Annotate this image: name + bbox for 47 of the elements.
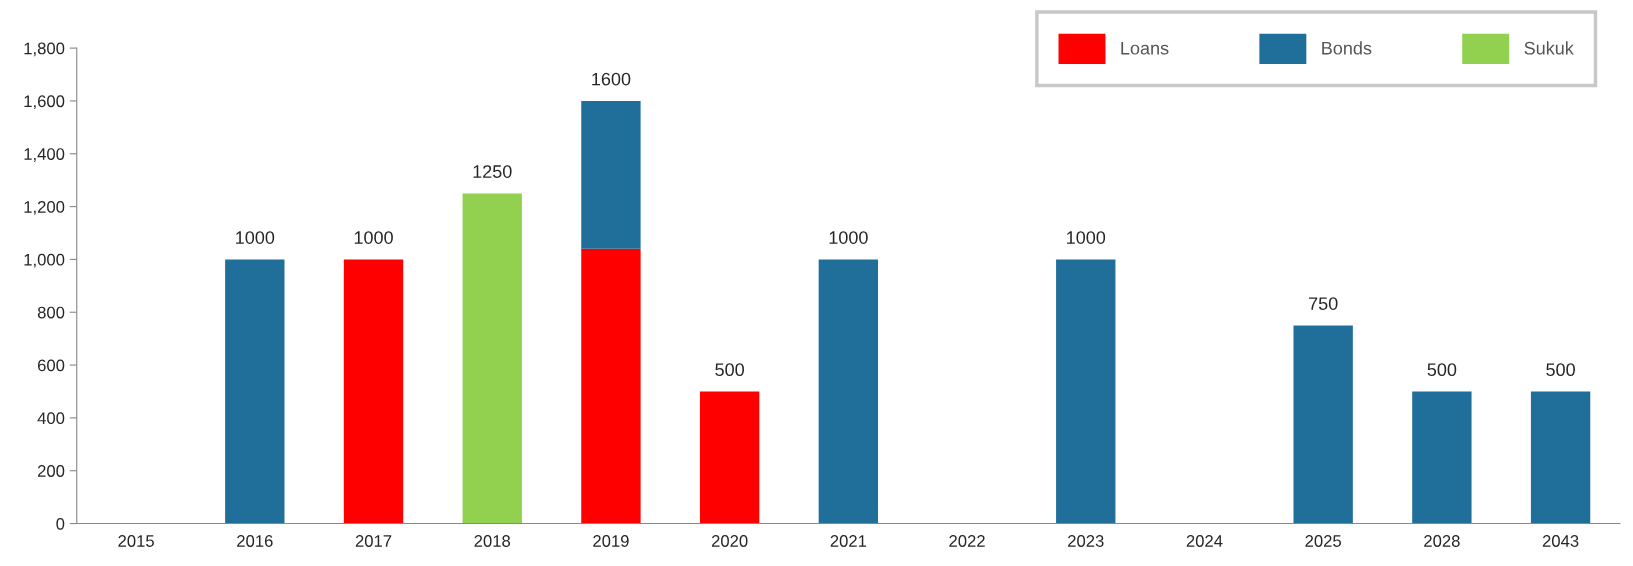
bar [1530, 391, 1591, 524]
x-tick-label: 2019 [593, 535, 629, 547]
total-label: 1600 [592, 72, 631, 86]
bar [462, 193, 522, 524]
total-label: 1250 [473, 165, 512, 178]
total-label: 1000 [354, 231, 393, 244]
total-label: 500 [1546, 363, 1575, 377]
total-label: 1000 [236, 231, 275, 244]
y-tick-label: 200 [37, 465, 65, 477]
y-tick-label: 600 [37, 359, 65, 372]
legend-label: Loans [1121, 41, 1169, 55]
x-tick-label: 2021 [830, 535, 867, 547]
total-label: 1000 [1067, 231, 1106, 244]
total-label: 750 [1309, 297, 1338, 310]
bar [1293, 325, 1353, 524]
y-tick-label: 0 [56, 517, 65, 530]
total-label: 500 [715, 363, 744, 377]
y-tick-label: 400 [37, 412, 65, 425]
x-tick-label: 2024 [1186, 535, 1223, 547]
y-tick-label: 1,600 [24, 95, 65, 110]
y-tick-label: 800 [37, 306, 65, 319]
bar [225, 259, 285, 524]
bar [581, 100, 641, 249]
bar [581, 248, 641, 524]
y-tick-label: 1,800 [24, 42, 65, 57]
y-tick-label: 1,200 [24, 200, 65, 215]
total-label: 1000 [829, 231, 868, 244]
total-label: 500 [1427, 363, 1457, 377]
bar [818, 259, 879, 524]
x-tick-label: 2023 [1068, 535, 1104, 547]
x-tick-label: 2022 [949, 535, 985, 547]
legend-label: Sukuk [1524, 41, 1574, 55]
x-tick-label: 2017 [355, 535, 392, 547]
x-tick-label: 2028 [1424, 535, 1460, 547]
y-tick-label: 1,400 [24, 148, 65, 162]
x-tick-label: 2016 [237, 535, 273, 547]
x-tick-label: 2025 [1305, 535, 1342, 547]
x-tick-label: 2018 [474, 535, 511, 547]
bar [1412, 391, 1472, 524]
y-tick-label: 1,000 [24, 253, 65, 268]
bar [1056, 259, 1116, 524]
x-tick-label: 2020 [711, 535, 748, 547]
legend-label: Bonds [1322, 41, 1372, 55]
x-tick-label: 2043 [1542, 535, 1579, 547]
bar [699, 391, 760, 524]
bar [343, 259, 404, 524]
x-tick-label: 2015 [118, 535, 154, 547]
